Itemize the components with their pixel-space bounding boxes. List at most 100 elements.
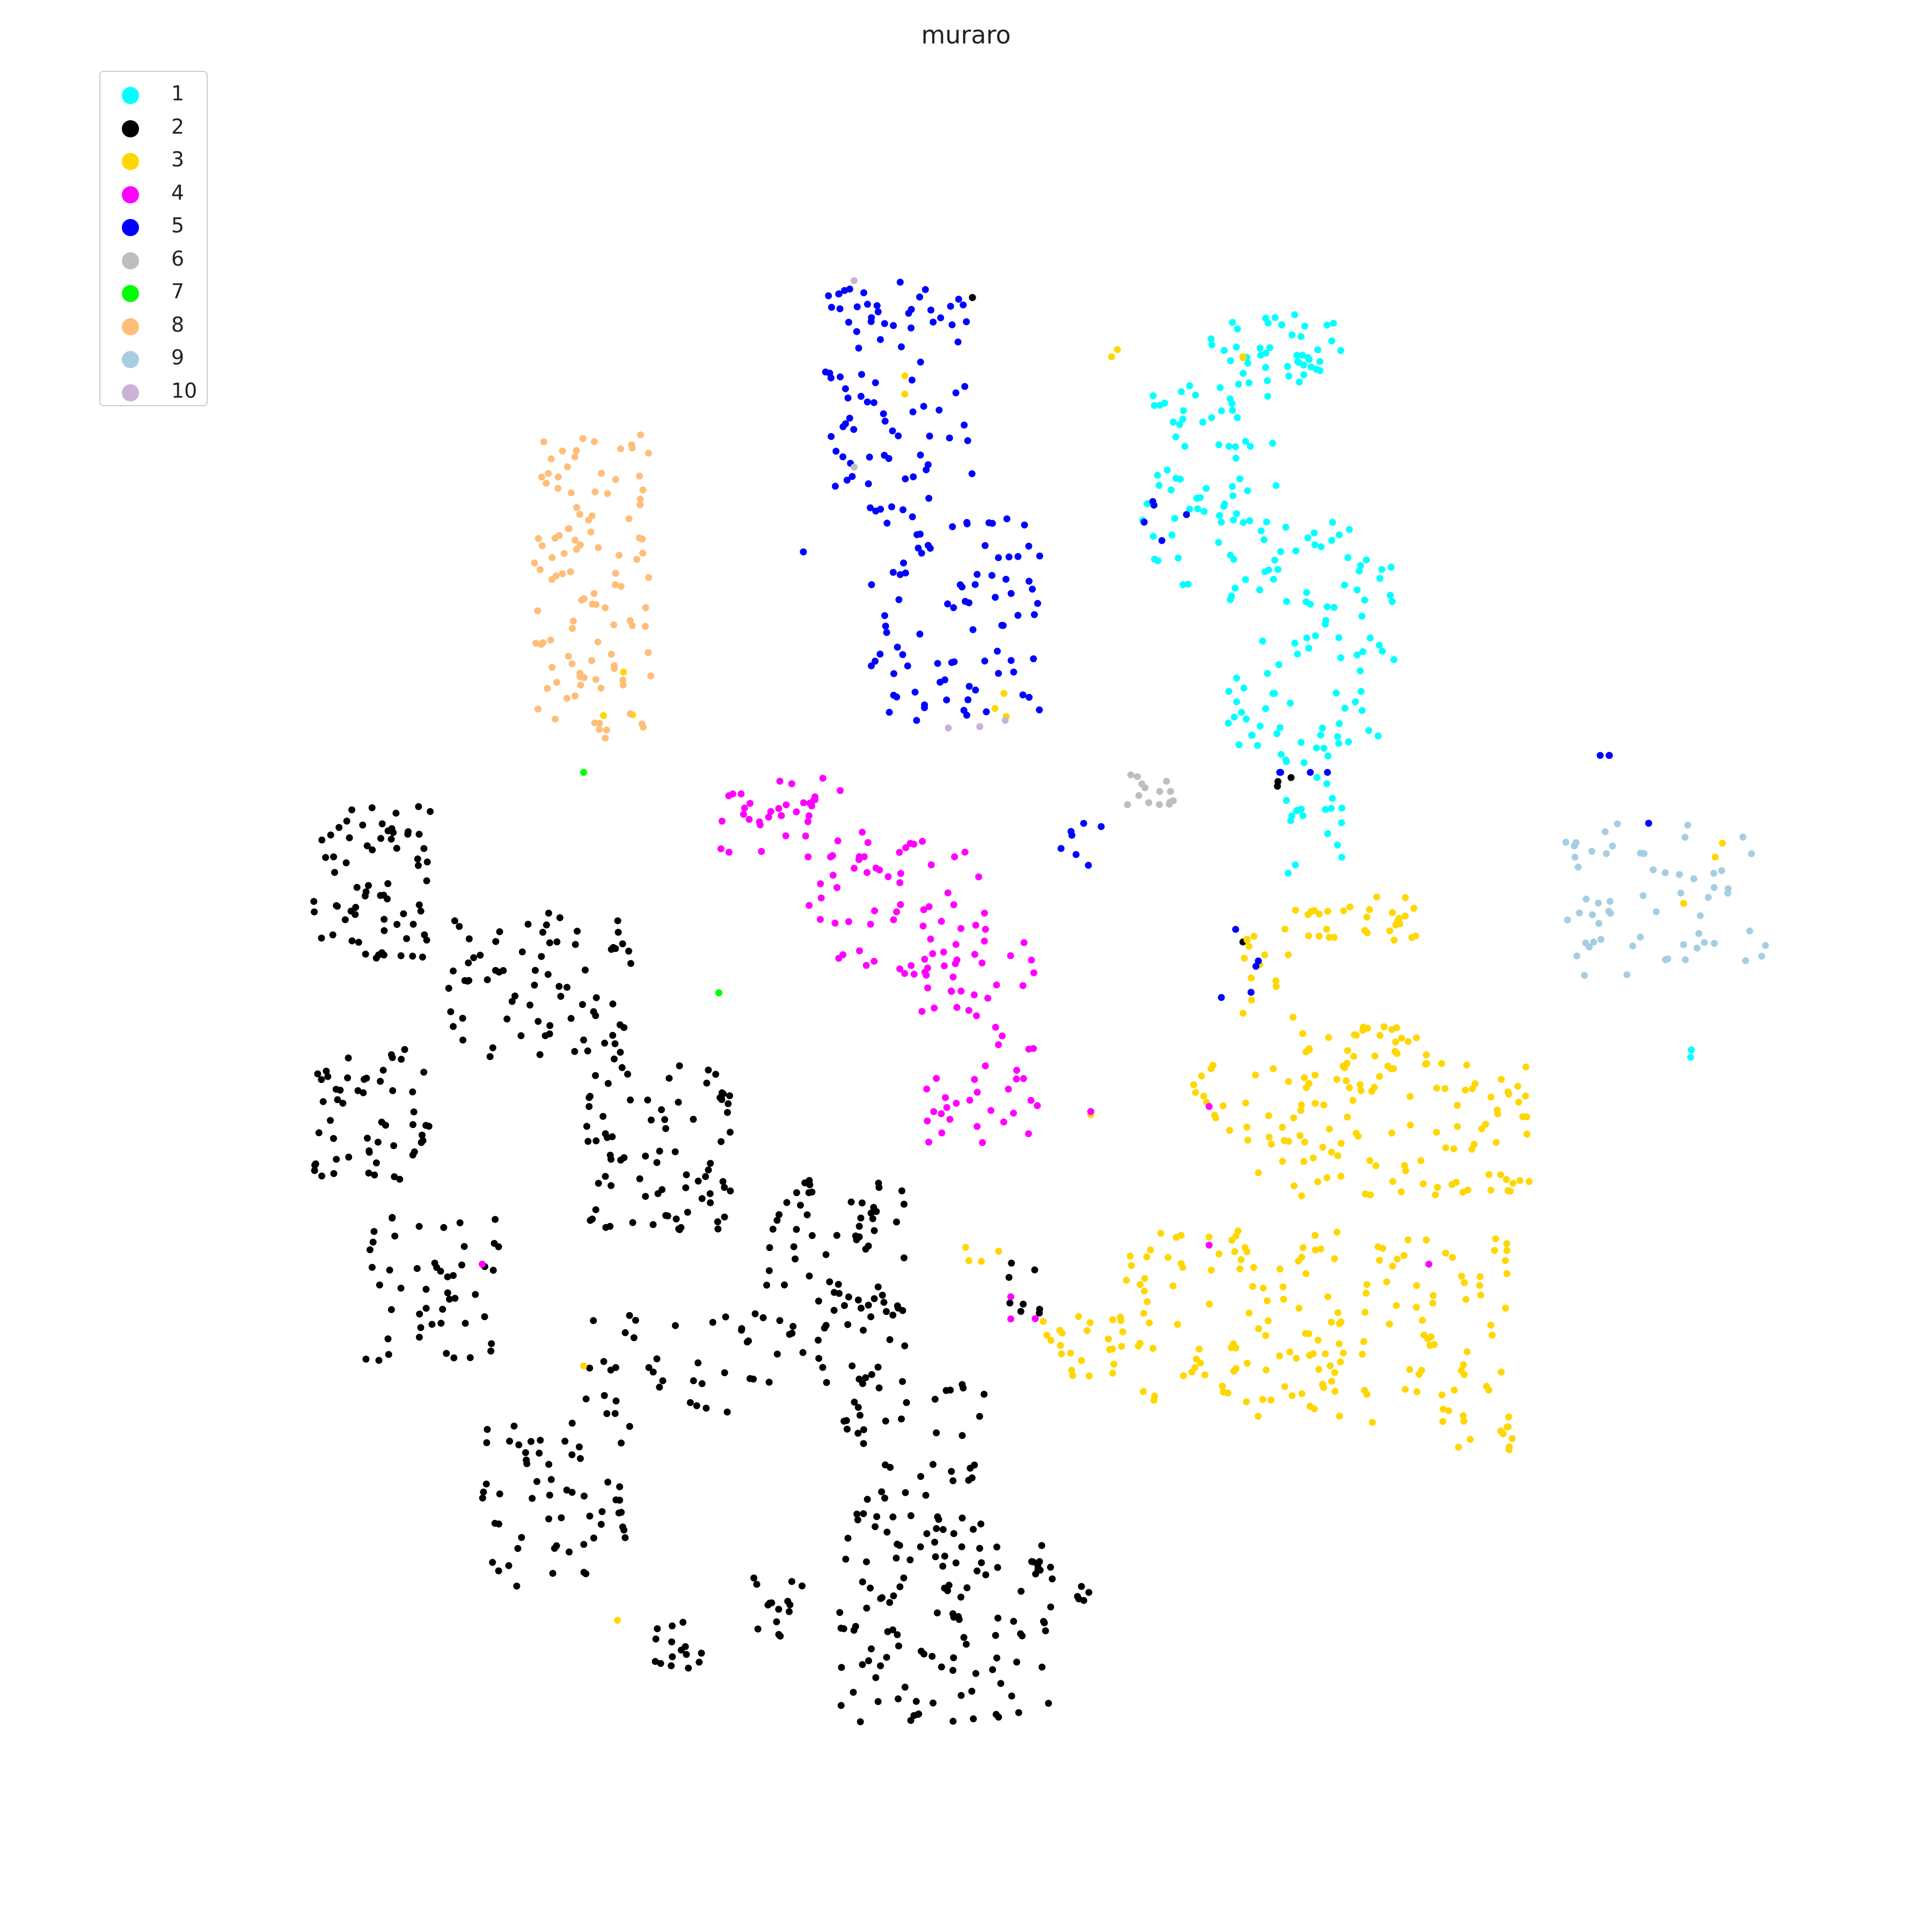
point bbox=[389, 1214, 396, 1221]
point bbox=[616, 552, 623, 559]
point bbox=[672, 1322, 679, 1329]
point bbox=[1017, 1308, 1024, 1315]
point bbox=[1305, 1330, 1313, 1337]
point bbox=[984, 994, 992, 1002]
point bbox=[330, 1170, 338, 1177]
point bbox=[995, 1041, 1002, 1049]
point bbox=[1145, 799, 1152, 807]
point bbox=[488, 1340, 495, 1348]
point bbox=[1407, 1093, 1414, 1100]
point bbox=[1505, 1413, 1512, 1421]
point bbox=[881, 418, 889, 425]
point bbox=[423, 858, 431, 866]
point bbox=[843, 477, 851, 484]
point bbox=[1291, 311, 1298, 318]
point bbox=[1376, 575, 1384, 582]
point bbox=[1010, 1109, 1017, 1117]
point bbox=[636, 1175, 643, 1182]
point bbox=[1274, 778, 1282, 785]
point bbox=[788, 1578, 795, 1585]
point bbox=[1252, 1071, 1259, 1079]
point bbox=[1245, 379, 1253, 386]
point bbox=[948, 1468, 955, 1475]
point bbox=[324, 1073, 332, 1080]
point bbox=[756, 818, 763, 825]
point bbox=[1247, 989, 1255, 996]
point bbox=[1242, 576, 1249, 583]
series-2 bbox=[310, 294, 1295, 1725]
point bbox=[872, 1674, 880, 1681]
legend-marker bbox=[122, 384, 139, 401]
point bbox=[1256, 345, 1264, 352]
point bbox=[1345, 526, 1353, 533]
point bbox=[992, 1023, 999, 1031]
point bbox=[620, 1024, 628, 1031]
point bbox=[863, 869, 871, 876]
point bbox=[919, 838, 926, 845]
legend-entry-2: 2 bbox=[100, 112, 207, 145]
point bbox=[714, 1225, 722, 1233]
point bbox=[811, 793, 819, 801]
point bbox=[869, 1215, 876, 1223]
point bbox=[583, 1123, 590, 1130]
point bbox=[1404, 1236, 1412, 1243]
point bbox=[988, 572, 996, 579]
point bbox=[917, 1543, 924, 1550]
point bbox=[311, 908, 318, 916]
point bbox=[554, 473, 562, 481]
point bbox=[1423, 1060, 1431, 1067]
point bbox=[955, 296, 962, 303]
point bbox=[698, 1195, 706, 1202]
point bbox=[982, 926, 989, 933]
point bbox=[1127, 771, 1135, 779]
point bbox=[1314, 1336, 1322, 1344]
point bbox=[857, 1214, 865, 1222]
point bbox=[960, 1384, 967, 1392]
point bbox=[479, 1261, 486, 1268]
point bbox=[1036, 1567, 1044, 1574]
point bbox=[1476, 1273, 1484, 1280]
point bbox=[592, 1206, 599, 1213]
point bbox=[1337, 654, 1344, 662]
point bbox=[980, 1391, 988, 1398]
point bbox=[1374, 1243, 1382, 1250]
point bbox=[925, 541, 932, 549]
point bbox=[1337, 1140, 1345, 1147]
point bbox=[1340, 1349, 1347, 1357]
point bbox=[579, 435, 587, 442]
point bbox=[1086, 1319, 1094, 1327]
point bbox=[899, 651, 906, 658]
legend-label: 9 bbox=[171, 346, 185, 369]
point bbox=[859, 1578, 866, 1586]
point bbox=[458, 1261, 465, 1269]
point bbox=[1143, 1253, 1151, 1261]
point bbox=[1286, 1348, 1293, 1356]
point bbox=[1564, 916, 1571, 924]
point bbox=[1294, 650, 1301, 658]
point bbox=[1360, 1338, 1367, 1345]
point bbox=[896, 1542, 903, 1549]
point bbox=[573, 447, 580, 454]
point bbox=[1640, 892, 1647, 899]
point bbox=[1049, 1575, 1056, 1583]
point bbox=[558, 1514, 565, 1521]
point bbox=[685, 1664, 692, 1672]
point bbox=[982, 1062, 989, 1070]
point bbox=[993, 1654, 1000, 1662]
point bbox=[962, 1243, 969, 1251]
point bbox=[580, 769, 587, 776]
point bbox=[1057, 845, 1065, 852]
point bbox=[1302, 1084, 1310, 1092]
point bbox=[949, 523, 956, 530]
point bbox=[1228, 592, 1235, 600]
point bbox=[1177, 1260, 1185, 1267]
point bbox=[806, 1272, 813, 1280]
point bbox=[341, 916, 349, 924]
point bbox=[842, 420, 849, 428]
point bbox=[1250, 933, 1257, 940]
point bbox=[1155, 801, 1163, 808]
point bbox=[1171, 515, 1179, 522]
point bbox=[1418, 1316, 1426, 1324]
point bbox=[1279, 1283, 1287, 1291]
point bbox=[427, 808, 434, 815]
